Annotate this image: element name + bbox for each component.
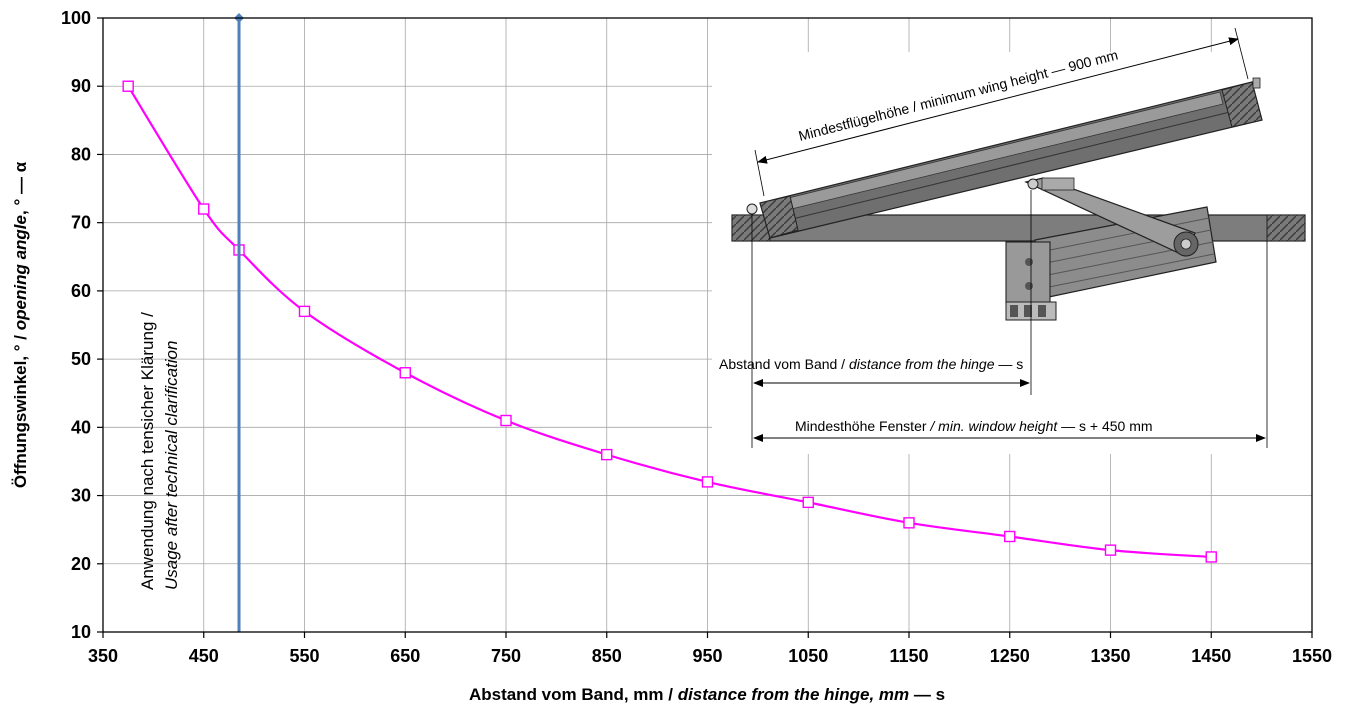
y-tick-label: 20 bbox=[71, 554, 91, 574]
data-point bbox=[1104, 544, 1117, 556]
x-tick-label: 1250 bbox=[990, 646, 1030, 666]
x-tick-label: 950 bbox=[692, 646, 722, 666]
y-tick-label: 90 bbox=[71, 76, 91, 96]
window-drive-diagram: Mindestflügelhöhe / minimum wing height … bbox=[712, 27, 1312, 454]
actuator-arm bbox=[1024, 177, 1196, 257]
data-point bbox=[903, 517, 915, 529]
axis-ticks: 350 450 550 650 750 850 950 1050 1150 1250 1350 145… bbox=[61, 8, 1332, 666]
x-tick-label: 850 bbox=[592, 646, 622, 666]
x-tick-label: 1550 bbox=[1292, 646, 1332, 666]
data-point bbox=[1205, 551, 1217, 563]
y-tick-label: 100 bbox=[61, 8, 91, 28]
data-point bbox=[298, 305, 311, 318]
data-point bbox=[802, 496, 814, 509]
data-point bbox=[122, 80, 134, 92]
x-axis-title: Abstand vom Band, mm / distance from the… bbox=[469, 685, 945, 704]
distance-from-hinge-label: Abstand vom Band / distance from the hin… bbox=[719, 356, 1023, 372]
data-point bbox=[500, 414, 512, 427]
x-tick-label: 350 bbox=[88, 646, 118, 666]
x-tick-label: 1350 bbox=[1090, 646, 1130, 666]
min-window-height-label: Mindesthöhe Fenster / min. window height… bbox=[795, 418, 1153, 434]
data-point bbox=[701, 476, 714, 488]
x-tick-label: 650 bbox=[390, 646, 420, 666]
data-point bbox=[198, 203, 210, 215]
y-tick-label: 30 bbox=[71, 486, 91, 506]
y-tick-label: 60 bbox=[71, 281, 91, 301]
hinge-point bbox=[746, 203, 758, 215]
x-tick-label: 450 bbox=[189, 646, 219, 666]
data-point bbox=[399, 367, 411, 379]
usage-limit-line bbox=[234, 13, 244, 632]
x-tick-label: 550 bbox=[289, 646, 319, 666]
y-tick-label: 70 bbox=[71, 213, 91, 233]
x-tick-label: 1450 bbox=[1191, 646, 1231, 666]
y-axis-title: Öffnungswinkel, ° / opening angle, ° — α bbox=[11, 161, 30, 488]
usage-annotation-line1: Anwendung nach tensicher Klärung / bbox=[138, 312, 157, 590]
usage-annotation-line2: Usage after technical clarification bbox=[162, 341, 181, 590]
x-tick-label: 1150 bbox=[889, 646, 928, 666]
y-tick-label: 40 bbox=[71, 417, 91, 437]
data-point bbox=[1004, 530, 1016, 543]
y-tick-label: 50 bbox=[71, 349, 91, 369]
data-point bbox=[601, 448, 613, 461]
y-tick-label: 10 bbox=[71, 622, 91, 642]
x-tick-label: 750 bbox=[491, 646, 521, 666]
x-tick-label: 1050 bbox=[788, 646, 828, 666]
y-tick-label: 80 bbox=[71, 144, 91, 164]
